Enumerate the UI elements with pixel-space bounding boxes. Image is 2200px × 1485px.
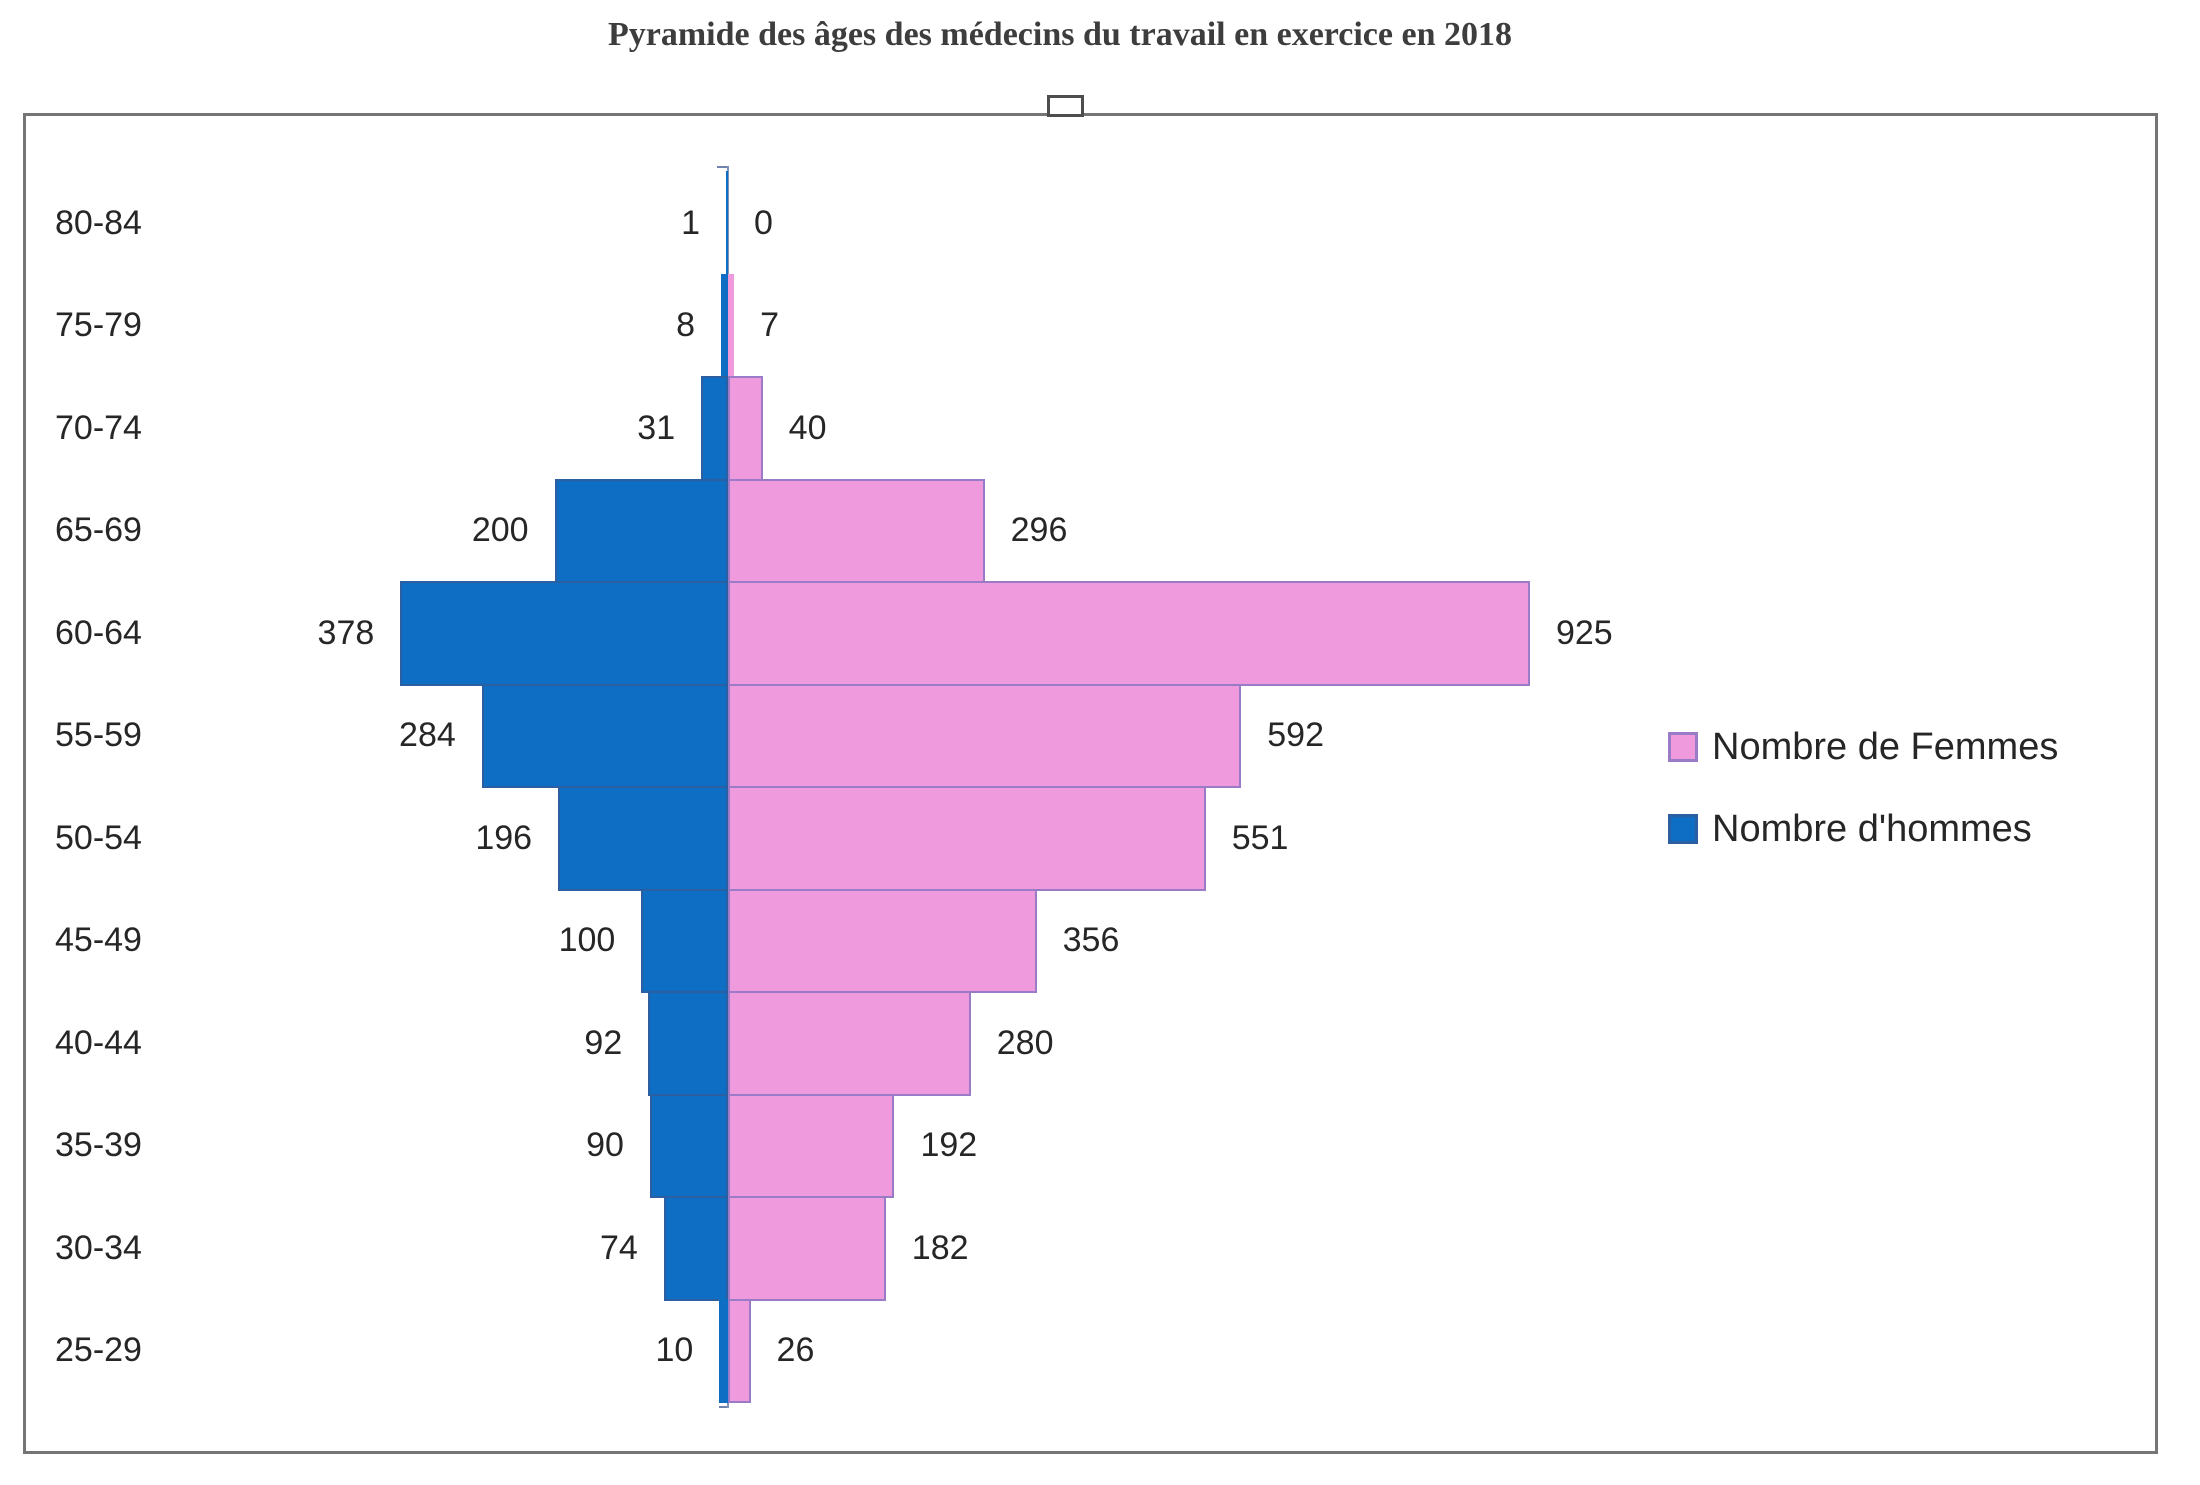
- men-value-label: 74: [600, 1228, 638, 1267]
- chart-area: 80-84 1 0 75-79 8 7 70-74 31 40 65-69 200 296 60-64 3…: [23, 113, 2158, 1454]
- age-group-label: 75-79: [55, 306, 142, 345]
- women-bar: [728, 478, 985, 583]
- selection-handle[interactable]: [1047, 95, 1084, 117]
- men-value-label: 196: [475, 818, 533, 857]
- age-group-label: 25-29: [55, 1331, 142, 1370]
- men-value-label: 378: [317, 613, 375, 652]
- men-value-label: 100: [558, 921, 616, 960]
- women-value-label: 40: [788, 408, 827, 447]
- women-bar: [728, 888, 1037, 993]
- women-value-label: 925: [1555, 613, 1613, 652]
- men-bar: [648, 991, 728, 1096]
- women-value-label: 296: [1010, 511, 1068, 550]
- legend-swatch-hommes: [1668, 814, 1698, 844]
- legend-item-hommes: Nombre d'hommes: [1668, 802, 2058, 856]
- legend-label-femmes: Nombre de Femmes: [1712, 725, 2059, 768]
- women-value-label: 0: [754, 203, 773, 242]
- chart-title: Pyramide des âges des médecins du travai…: [607, 16, 1512, 53]
- women-bar: [728, 786, 1206, 891]
- men-bar: [726, 171, 728, 276]
- legend-swatch-femmes: [1668, 732, 1698, 762]
- age-group-label: 45-49: [55, 921, 142, 960]
- women-bar: [728, 991, 971, 1096]
- men-bar: [663, 1196, 728, 1301]
- women-value-label: 7: [760, 306, 779, 345]
- women-bar: [728, 273, 735, 378]
- men-value-label: 284: [399, 716, 456, 755]
- men-value-label: 90: [586, 1126, 624, 1165]
- women-bar: [728, 376, 763, 481]
- men-bar: [721, 273, 728, 378]
- women-value-label: 356: [1062, 921, 1120, 960]
- men-bar: [649, 1093, 728, 1198]
- axis-top-tick: [717, 166, 727, 168]
- women-value-label: 280: [996, 1023, 1054, 1062]
- men-value-label: 10: [655, 1331, 694, 1370]
- plot-area: 80-84 1 0 75-79 8 7 70-74 31 40 65-69 200 296 60-64 3…: [26, 116, 2155, 1451]
- legend-label-hommes: Nombre d'hommes: [1712, 807, 2032, 850]
- men-value-label: 92: [584, 1023, 623, 1062]
- legend: Nombre de Femmes Nombre d'hommes: [1668, 720, 2058, 856]
- men-value-label: 31: [637, 408, 676, 447]
- age-group-label: 60-64: [55, 613, 142, 652]
- age-group-label: 80-84: [55, 203, 142, 242]
- women-bar: [728, 581, 1530, 686]
- men-bar: [701, 376, 728, 481]
- women-bar: [728, 1298, 751, 1403]
- legend-item-femmes: Nombre de Femmes: [1668, 720, 2058, 774]
- women-bar: [728, 1196, 886, 1301]
- age-group-label: 40-44: [55, 1023, 142, 1062]
- women-value-label: 192: [920, 1126, 978, 1165]
- men-bar: [481, 683, 728, 788]
- axis-bottom-tick: [719, 1406, 727, 1408]
- men-value-label: 1: [681, 203, 700, 242]
- age-group-label: 35-39: [55, 1126, 142, 1165]
- men-bar: [558, 786, 728, 891]
- age-group-label: 70-74: [55, 408, 142, 447]
- age-group-label: 65-69: [55, 511, 142, 550]
- age-group-label: 50-54: [55, 818, 142, 857]
- men-value-label: 8: [676, 306, 696, 345]
- age-group-label: 55-59: [55, 716, 142, 755]
- women-value-label: 592: [1267, 716, 1324, 755]
- women-value-label: 551: [1231, 818, 1289, 857]
- women-bar: [728, 683, 1242, 788]
- age-group-label: 30-34: [55, 1228, 142, 1267]
- men-bar: [641, 888, 728, 993]
- women-value-label: 26: [776, 1331, 815, 1370]
- women-bar: [728, 1093, 895, 1198]
- men-value-label: 200: [471, 511, 529, 550]
- men-bar: [554, 478, 728, 583]
- men-bar: [719, 1298, 728, 1403]
- women-value-label: 182: [911, 1228, 969, 1267]
- men-bar: [400, 581, 728, 686]
